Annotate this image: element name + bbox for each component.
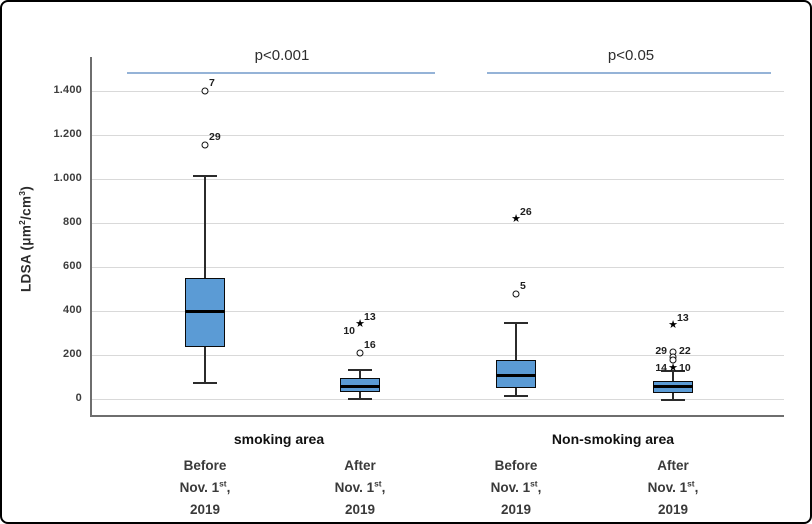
whisker-cap-bottom — [504, 395, 528, 398]
y-tick-label: 600 — [63, 260, 82, 272]
category-label-line: After — [657, 458, 689, 473]
outlier-star-icon: ★ — [668, 362, 678, 375]
y-tick-label: 1.400 — [53, 84, 82, 96]
group-label-smoking: smoking area — [233, 431, 325, 447]
outlier-label: 5 — [520, 279, 526, 292]
outlier-label: 16 — [364, 338, 376, 351]
outlier-circle — [512, 290, 520, 298]
y-tick-label: 200 — [63, 348, 82, 360]
y-tick-label: 0 — [75, 392, 82, 404]
outlier-star-icon: ★ — [511, 213, 521, 226]
outlier-label: 29 — [655, 344, 667, 357]
significance-label-nonsmoking: p<0.05 — [607, 47, 655, 64]
gridline — [91, 179, 784, 180]
significance-line — [127, 72, 435, 74]
outlier-label: 10 — [343, 324, 355, 337]
boxplot-median — [185, 309, 225, 313]
whisker-cap-bottom — [348, 397, 372, 400]
outlier-label: 22 — [679, 344, 691, 357]
gridline — [91, 311, 784, 312]
gridline — [91, 223, 784, 224]
outlier-label: 13 — [364, 310, 376, 323]
category-label: After Nov. 1st, 2019 — [335, 455, 386, 521]
outlier-label: 14 — [655, 362, 667, 375]
gridline — [91, 355, 784, 356]
whisker-cap-bottom — [193, 381, 217, 384]
y-axis-title: LDSA (μm2/cm3) — [17, 185, 34, 293]
boxplot-median — [496, 373, 536, 377]
y-axis-line — [90, 57, 92, 415]
outlier-label: 10 — [679, 362, 691, 375]
whisker-cap-top — [661, 370, 685, 373]
y-tick-label: 800 — [63, 216, 82, 228]
category-label-line: 2019 — [657, 502, 689, 517]
outlier-label: 29 — [209, 130, 221, 143]
category-label-line: 2019 — [189, 502, 221, 517]
outlier-label: 7 — [209, 77, 215, 89]
x-axis-line — [90, 415, 784, 417]
group-label-nonsmoking: Non-smoking area — [551, 431, 675, 447]
significance-line — [487, 72, 771, 74]
boxplot-median — [653, 385, 693, 389]
category-label-line: Nov. 1st, — [334, 478, 386, 495]
outlier-label: 26 — [520, 206, 532, 219]
whisker-cap-top — [193, 175, 217, 178]
category-label: Before Nov. 1st, 2019 — [491, 455, 542, 521]
boxplot-median — [340, 384, 380, 388]
gridline — [91, 267, 784, 268]
category-label: Before Nov. 1st, 2019 — [180, 455, 231, 521]
y-tick-label: 1.000 — [53, 172, 82, 184]
outlier-star-icon: ★ — [355, 317, 365, 330]
y-tick-label: 1.200 — [53, 128, 82, 140]
whisker-cap-top — [348, 368, 372, 371]
category-label-line: Nov. 1st, — [490, 478, 542, 495]
gridline — [91, 91, 784, 92]
whisker-line — [515, 321, 517, 396]
outlier-circle — [201, 141, 209, 149]
whisker-cap-top — [504, 321, 528, 324]
significance-label-smoking: p<0.001 — [254, 47, 310, 64]
category-label-line: Before — [183, 458, 227, 473]
y-tick-label: 400 — [63, 304, 82, 316]
gridline — [91, 399, 784, 400]
outlier-circle — [201, 87, 209, 95]
category-label: After Nov. 1st, 2019 — [648, 455, 699, 521]
category-label-line: 2019 — [500, 502, 532, 517]
outlier-circle — [669, 356, 677, 364]
whisker-cap-bottom — [661, 398, 685, 401]
category-label-line: Before — [494, 458, 538, 473]
category-label-line: After — [344, 458, 376, 473]
outlier-star-icon: ★ — [668, 318, 678, 331]
category-label-line: 2019 — [344, 502, 376, 517]
gridline — [91, 135, 784, 136]
category-label-line: Nov. 1st, — [647, 478, 699, 495]
outlier-circle — [356, 349, 364, 357]
category-label-line: Nov. 1st, — [179, 478, 231, 495]
outlier-label: 13 — [677, 311, 689, 324]
